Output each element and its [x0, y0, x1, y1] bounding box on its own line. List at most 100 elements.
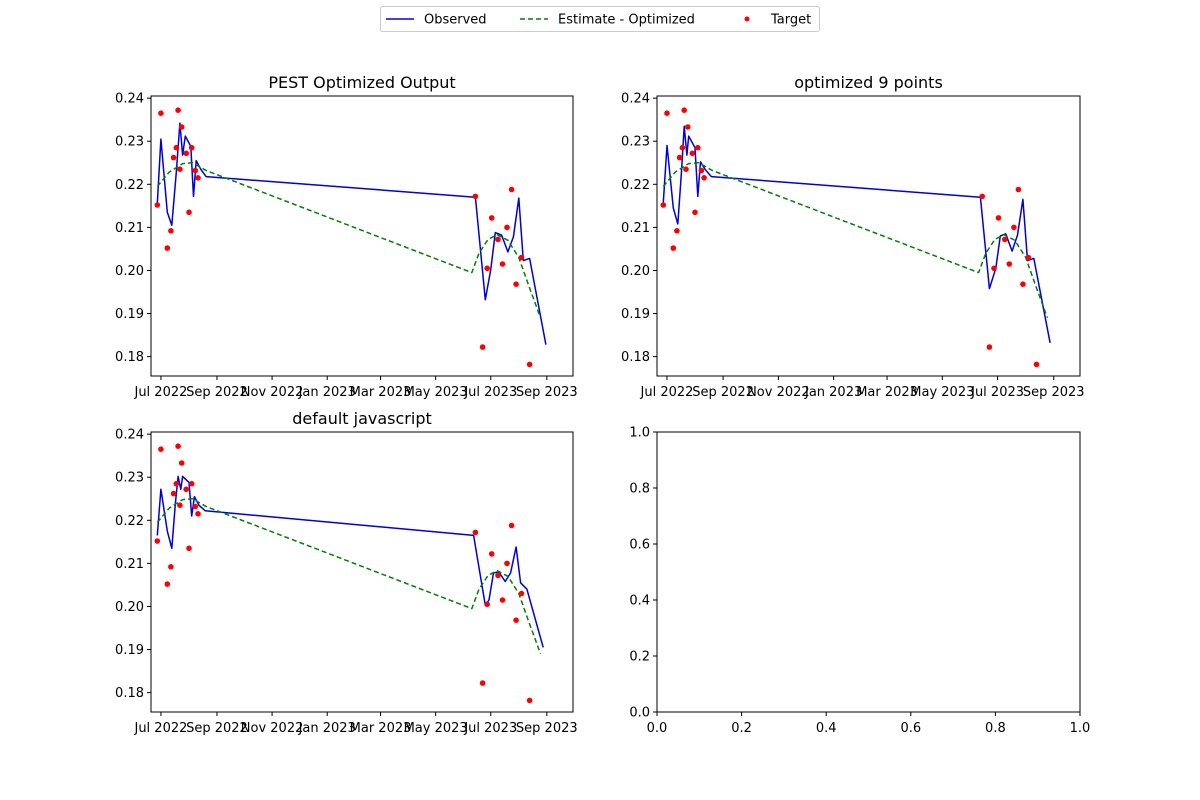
- x-tick-label: Mar 2023: [856, 385, 918, 400]
- legend-swatch-target: [744, 16, 750, 22]
- target-point: [1033, 361, 1040, 368]
- x-tick-label: Jan 2023: [804, 385, 862, 400]
- target-point: [664, 110, 670, 116]
- target-point: [177, 166, 183, 172]
- target-point: [177, 502, 183, 509]
- x-tick-label: Jan 2023: [298, 721, 356, 736]
- target-point: [183, 150, 189, 157]
- target-point: [173, 480, 180, 487]
- y-tick-label: 0.23: [621, 135, 650, 150]
- target-point: [192, 503, 199, 510]
- target-point: [472, 529, 479, 536]
- target-point: [499, 261, 506, 267]
- x-tick-label: Sep 2023: [1023, 385, 1085, 400]
- y-tick-label: 0.22: [115, 514, 144, 529]
- target-point: [508, 522, 515, 529]
- target-point: [495, 572, 501, 579]
- target-point: [186, 545, 192, 552]
- x-tick-label: 0.6: [900, 721, 921, 736]
- target-point: [186, 209, 192, 216]
- target-point: [681, 107, 687, 113]
- axes-frame: [656, 95, 1081, 377]
- x-tick-label: Nov 2022: [241, 721, 304, 736]
- target-point: [192, 167, 199, 174]
- y-tick-label: 0.19: [115, 307, 144, 322]
- target-point: [195, 511, 201, 517]
- target-point: [689, 150, 696, 157]
- target-point: [698, 167, 705, 174]
- x-tick-label: Jul 2022: [133, 385, 187, 400]
- target-point: [158, 446, 164, 453]
- target-point: [683, 166, 689, 172]
- target-point: [513, 617, 519, 623]
- target-point: [504, 560, 510, 567]
- x-tick-label: Nov 2022: [747, 385, 810, 400]
- x-tick-label: Sep 2022: [692, 385, 754, 400]
- y-tick-label: 0.18: [115, 686, 144, 701]
- y-tick-label: 0.0: [629, 706, 650, 721]
- target-point: [154, 538, 161, 544]
- target-point: [173, 144, 180, 151]
- target-point: [701, 175, 707, 181]
- target-point: [170, 154, 177, 161]
- y-tick-label: 0.22: [621, 178, 650, 193]
- target-point: [164, 581, 171, 587]
- x-tick-label: Jul 2022: [133, 721, 187, 736]
- legend-frame: [380, 6, 820, 32]
- target-point: [692, 209, 698, 216]
- y-tick-label: 0.20: [621, 264, 650, 279]
- target-point: [472, 193, 479, 200]
- y-tick-label: 0.18: [115, 350, 144, 365]
- x-tick-label: 0.8: [985, 721, 1006, 736]
- target-point: [168, 228, 174, 234]
- x-tick-label: 0.0: [647, 721, 668, 736]
- y-tick-label: 0.19: [115, 643, 144, 658]
- y-tick-label: 0.24: [115, 92, 144, 107]
- target-point: [479, 680, 486, 686]
- observed-line: [156, 122, 547, 345]
- y-tick-label: 0.6: [629, 538, 650, 553]
- x-tick-label: Sep 2023: [516, 721, 578, 736]
- target-point: [676, 154, 683, 161]
- target-point: [526, 361, 533, 368]
- x-tick-label: 0.4: [816, 721, 837, 736]
- subplot-title: PEST Optimized Output: [268, 73, 455, 92]
- x-tick-label: May 2023: [404, 721, 468, 736]
- target-point: [178, 460, 185, 466]
- legend-label-observed: Observed: [424, 13, 487, 28]
- target-point: [183, 486, 189, 493]
- target-point: [979, 193, 985, 200]
- subplot-optimized-9-points: optimized 9 points 0.18 0.19 0.20 0.21 0.22 0.…: [621, 73, 1085, 400]
- y-tick-label: 0.20: [115, 264, 144, 279]
- target-point: [479, 344, 486, 350]
- target-point: [175, 107, 181, 113]
- target-point: [1025, 254, 1032, 261]
- target-point: [195, 175, 201, 181]
- target-point: [158, 110, 164, 116]
- subplot-title: optimized 9 points: [794, 73, 943, 92]
- target-point: [1006, 261, 1013, 267]
- y-tick-label: 0.21: [115, 557, 144, 572]
- x-tick-label: 0.2: [731, 721, 752, 736]
- target-point: [518, 254, 525, 261]
- observed-line: [662, 125, 1051, 343]
- x-tick-label: May 2023: [910, 385, 974, 400]
- legend-label-estimate: Estimate - Optimized: [558, 13, 695, 28]
- target-point: [499, 597, 506, 603]
- observed-line: [156, 475, 544, 648]
- target-point: [488, 215, 495, 221]
- y-tick-label: 0.21: [621, 221, 650, 236]
- target-point: [175, 443, 181, 450]
- target-point: [484, 601, 491, 608]
- y-tick-label: 0.24: [115, 428, 144, 443]
- subplot-empty: 0.0 0.2 0.4 0.6 0.8 1.0 0.0 0.2 0.4 0.6 0.8 1.0: [629, 426, 1090, 737]
- x-tick-label: May 2023: [404, 385, 468, 400]
- x-tick-label: Nov 2022: [241, 385, 304, 400]
- target-point: [1011, 224, 1017, 231]
- target-point: [1020, 281, 1026, 288]
- axes-frame: [150, 95, 574, 377]
- axes-frame: [656, 431, 1081, 713]
- axes-frame: [150, 431, 574, 713]
